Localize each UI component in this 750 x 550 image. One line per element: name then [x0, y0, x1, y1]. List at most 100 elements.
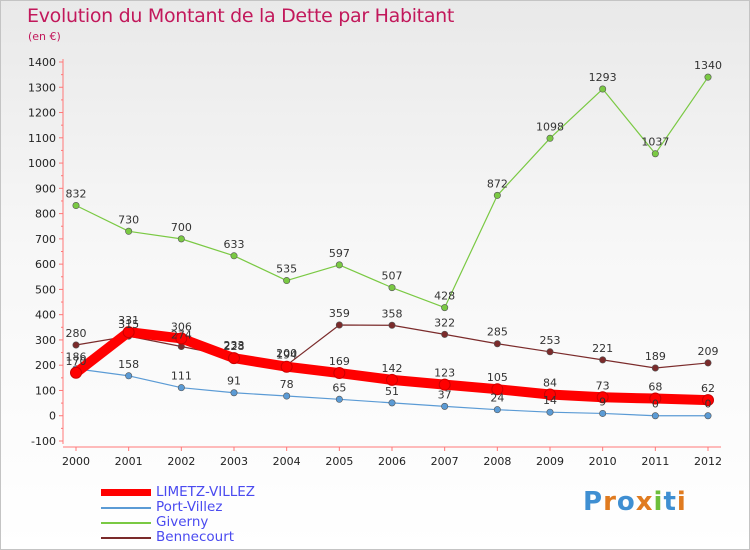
data-label: 274	[171, 329, 192, 342]
data-label: 315	[118, 318, 139, 331]
data-point	[388, 399, 396, 407]
logo-letter: r	[603, 487, 617, 517]
data-point	[704, 359, 712, 367]
chart-subtitle: (en €)	[28, 30, 61, 43]
data-point	[335, 395, 343, 403]
data-label: 68	[648, 381, 662, 394]
y-tick-label: 100	[35, 384, 56, 397]
data-label: 700	[171, 221, 192, 234]
x-tick-label: 2003	[220, 455, 248, 468]
legend-item-giverny: Giverny	[101, 515, 361, 530]
data-label: 285	[487, 326, 508, 339]
data-label: 84	[543, 377, 557, 390]
legend-swatch	[101, 537, 151, 539]
data-point	[228, 352, 240, 365]
data-point	[493, 406, 501, 414]
data-label: 507	[382, 270, 403, 283]
data-point	[599, 85, 607, 93]
proxiti-logo: Proxiti	[583, 487, 687, 517]
logo-letter: P	[583, 487, 604, 517]
data-label: 730	[118, 213, 139, 226]
data-label: 186	[66, 351, 87, 364]
data-point	[704, 73, 712, 81]
data-point	[441, 402, 449, 410]
data-point	[280, 360, 293, 373]
data-point	[177, 235, 185, 243]
data-label: 228	[224, 340, 245, 353]
legend-swatch	[101, 507, 151, 509]
data-point	[649, 392, 662, 405]
data-label: 428	[434, 290, 455, 303]
y-tick-label: 1100	[28, 132, 56, 145]
data-label: 872	[487, 177, 508, 190]
y-tick-label: 300	[35, 334, 56, 347]
data-label: 65	[332, 381, 346, 394]
data-point	[388, 321, 396, 329]
data-label: 322	[434, 316, 455, 329]
data-point	[493, 191, 501, 199]
data-point	[651, 150, 659, 158]
data-label: 73	[596, 379, 610, 392]
data-label: 194	[276, 349, 297, 362]
data-label: 170	[66, 355, 87, 368]
x-tick-label: 2002	[167, 455, 195, 468]
data-label: 9	[599, 395, 606, 408]
data-label: 62	[701, 382, 715, 395]
data-label: 359	[329, 307, 350, 320]
data-label: 24	[490, 392, 504, 405]
data-label: 535	[276, 263, 297, 276]
data-point	[493, 340, 501, 348]
data-label: 832	[66, 188, 87, 201]
data-point	[546, 408, 554, 416]
data-point	[386, 373, 398, 386]
legend-swatch	[101, 522, 151, 524]
x-tick-label: 2000	[62, 455, 90, 468]
data-point	[388, 284, 396, 292]
legend-label: Giverny	[156, 514, 209, 530]
legend-label: LIMETZ-VILLEZ	[156, 484, 256, 500]
data-label: 280	[66, 327, 87, 340]
y-tick-label: 900	[35, 182, 56, 195]
y-tick-label: 1400	[28, 56, 56, 69]
data-point	[546, 134, 554, 142]
data-label: 14	[543, 394, 557, 407]
y-tick-label: 600	[35, 258, 56, 271]
data-label: 111	[171, 370, 192, 383]
data-point	[441, 330, 449, 338]
y-tick-label: 1300	[28, 81, 56, 94]
legend-item-limetz-villez: LIMETZ-VILLEZ	[101, 485, 361, 500]
data-label: 189	[645, 350, 666, 363]
data-point	[125, 227, 133, 235]
chart-title: Evolution du Montant de la Dette par Hab…	[27, 5, 455, 27]
x-tick-label: 2004	[273, 455, 301, 468]
data-label: 37	[438, 388, 452, 401]
data-label: 1293	[589, 71, 617, 84]
y-tick-label: 700	[35, 233, 56, 246]
chart-legend: LIMETZ-VILLEZ Port-Villez Giverny Bennec…	[101, 485, 361, 545]
x-tick-label: 2001	[115, 455, 143, 468]
data-point	[438, 378, 451, 391]
data-label: 123	[434, 367, 455, 380]
data-label: 221	[592, 342, 613, 355]
data-point	[704, 412, 712, 420]
data-label: 105	[487, 371, 508, 384]
data-point	[283, 392, 291, 400]
data-label: 253	[540, 334, 561, 347]
y-tick-label: 1200	[28, 107, 56, 120]
data-label: 1340	[694, 59, 722, 72]
y-tick-label: 500	[35, 283, 56, 296]
y-tick-label: -100	[31, 435, 56, 448]
data-label: 0	[705, 398, 712, 411]
legend-swatch	[101, 489, 151, 496]
data-label: 158	[118, 358, 139, 371]
data-label: 633	[224, 238, 245, 251]
data-point	[491, 383, 504, 396]
data-label: 358	[382, 307, 403, 320]
data-label: 169	[329, 355, 350, 368]
y-tick-label: 200	[35, 359, 56, 372]
logo-letter: i	[653, 487, 664, 517]
data-point	[651, 412, 659, 420]
data-point	[335, 321, 343, 329]
legend-label: Bennecourt	[156, 529, 235, 545]
